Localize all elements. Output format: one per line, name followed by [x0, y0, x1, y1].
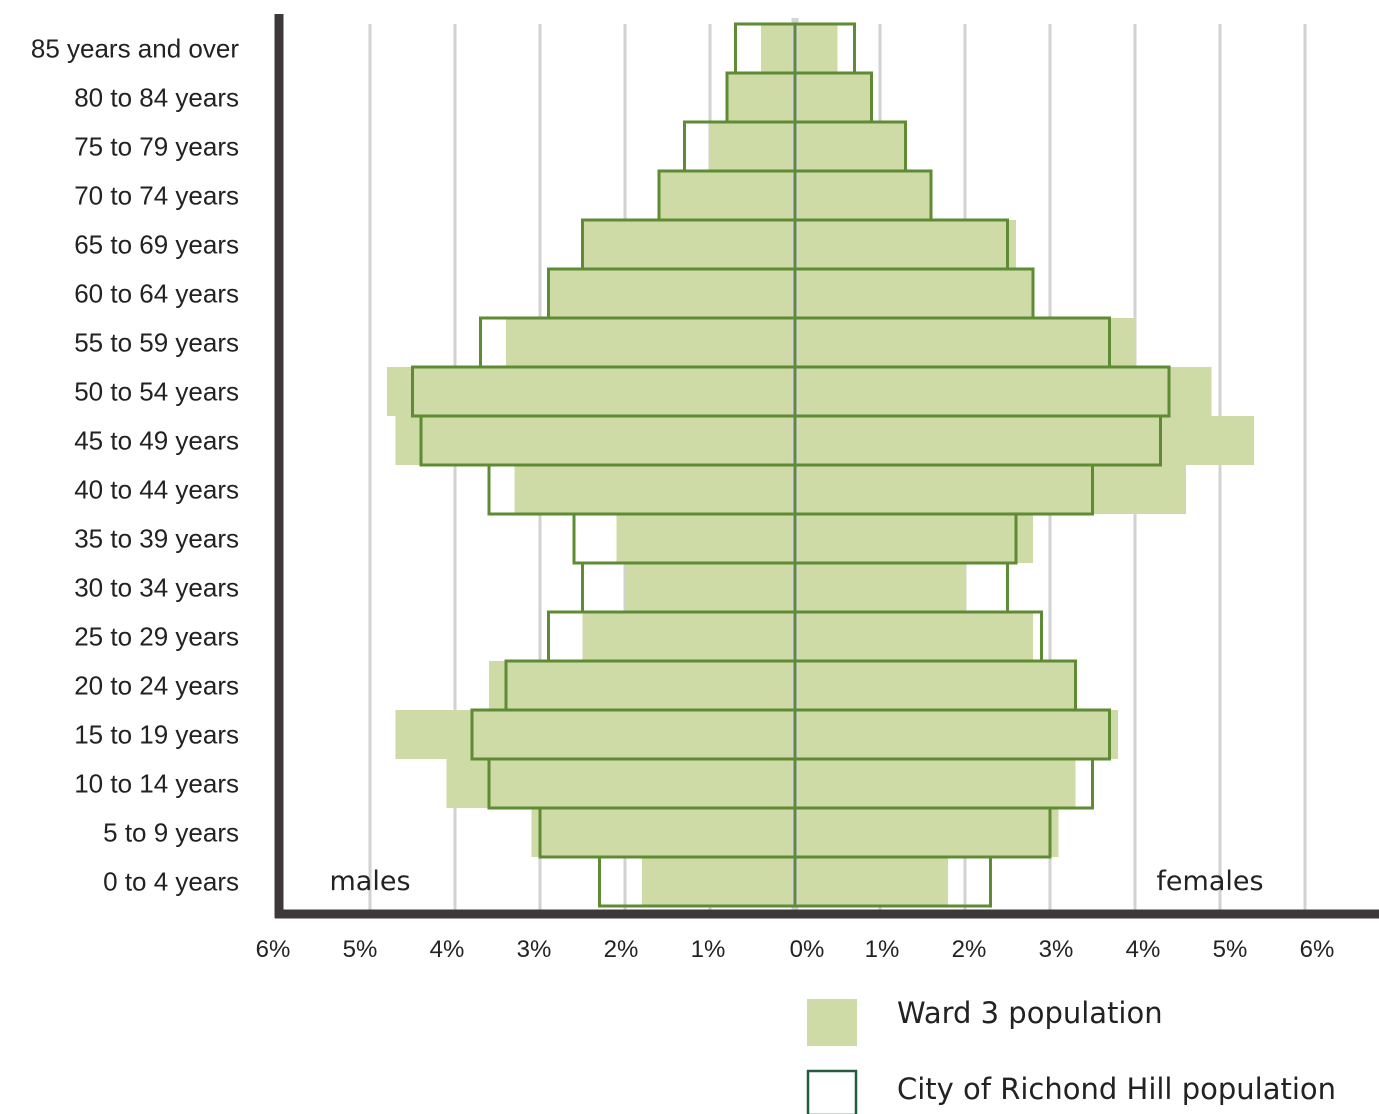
age-group-label: 50 to 54 years [74, 377, 239, 407]
x-tick-label: 3% [517, 936, 552, 963]
ward-bar-male [625, 563, 795, 612]
legend-city-label: City of Richond Hill population [897, 1072, 1336, 1106]
ward-3-bars [387, 24, 1254, 906]
ward-bar-male [616, 514, 795, 563]
ward-bar-male [761, 24, 795, 73]
age-group-label: 75 to 79 years [74, 132, 239, 162]
females-label: females [1156, 866, 1263, 897]
ward-bar-male [514, 465, 795, 514]
age-group-label: 25 to 29 years [74, 622, 239, 652]
age-group-label: 80 to 84 years [74, 83, 239, 113]
x-tick-label: 1% [691, 936, 726, 963]
ward-bar-male [506, 318, 795, 367]
city-outline-bars [411, 22, 1171, 908]
x-tick-label: 3% [1039, 936, 1074, 963]
ward-bar-male [659, 171, 795, 220]
ward-bar-female [795, 220, 1016, 269]
x-tick-labels: 6% 5% 4% 3% 2% 1% 0% 1% 2% 3% 4% 5% 6% [256, 936, 1335, 963]
ward-bar-male [446, 759, 795, 808]
x-tick-label: 0% [790, 936, 825, 963]
age-group-label: 5 to 9 years [103, 818, 239, 848]
ward-bar-male [548, 269, 795, 318]
males-label: males [329, 866, 410, 897]
x-tick-label: 1% [865, 936, 900, 963]
legend-ward-label: Ward 3 population [897, 996, 1163, 1030]
age-labels: 0 to 4 years 5 to 9 years 10 to 14 years 15… [31, 34, 239, 897]
age-group-label: 65 to 69 years [74, 230, 239, 260]
age-group-label: 15 to 19 years [74, 720, 239, 750]
ward-bar-female [795, 73, 872, 122]
x-tick-label: 4% [1126, 936, 1161, 963]
ward-bar-female [795, 318, 1135, 367]
legend-city-swatch [806, 1069, 858, 1114]
axes [274, 14, 1379, 919]
x-tick-label: 4% [430, 936, 465, 963]
x-tick-label: 2% [604, 936, 639, 963]
age-group-label: 35 to 39 years [74, 524, 239, 554]
age-group-label: 70 to 74 years [74, 181, 239, 211]
age-group-label: 60 to 64 years [74, 279, 239, 309]
ward-bar-female [795, 269, 1033, 318]
ward-bar-male [395, 416, 795, 465]
ward-bar-male [727, 73, 795, 122]
ward-bar-female [795, 171, 931, 220]
ward-bar-female [795, 808, 1059, 857]
x-tick-label: 5% [343, 936, 378, 963]
ward-bar-female [795, 612, 1033, 661]
ward-bar-female [795, 563, 965, 612]
age-group-label: 55 to 59 years [74, 328, 239, 358]
ward-bar-male [395, 710, 795, 759]
x-tick-label: 2% [952, 936, 987, 963]
ward-bar-male [489, 661, 795, 710]
age-group-label: 45 to 49 years [74, 426, 239, 456]
ward-bar-male [387, 367, 795, 416]
ward-bar-female [795, 367, 1212, 416]
x-tick-label: 6% [256, 936, 291, 963]
x-tick-label: 5% [1213, 936, 1248, 963]
age-group-label: 85 years and over [31, 34, 239, 64]
ward-bar-male [582, 220, 795, 269]
legend: Ward 3 population City of Richond Hill p… [806, 996, 1336, 1114]
ward-bar-female [795, 416, 1254, 465]
ward-bar-male [710, 122, 795, 171]
ward-bar-female [795, 857, 948, 906]
ward-bar-male [642, 857, 795, 906]
age-group-label: 20 to 24 years [74, 671, 239, 701]
ward-bar-female [795, 465, 1186, 514]
ward-bar-female [795, 759, 1076, 808]
ward-bar-female [795, 514, 1033, 563]
ward-bar-male [531, 808, 795, 857]
city-bar-female [793, 22, 856, 75]
x-tick-label: 6% [1300, 936, 1335, 963]
legend-ward-swatch [807, 999, 857, 1046]
age-group-label: 30 to 34 years [74, 573, 239, 603]
ward-bar-female [795, 24, 838, 73]
age-group-label: 40 to 44 years [74, 475, 239, 505]
ward-bar-female [795, 710, 1118, 759]
age-group-label: 10 to 14 years [74, 769, 239, 799]
ward-bar-male [582, 612, 795, 661]
age-group-label: 0 to 4 years [103, 867, 239, 897]
ward-bar-female [795, 122, 906, 171]
ward-bar-female [795, 661, 1076, 710]
